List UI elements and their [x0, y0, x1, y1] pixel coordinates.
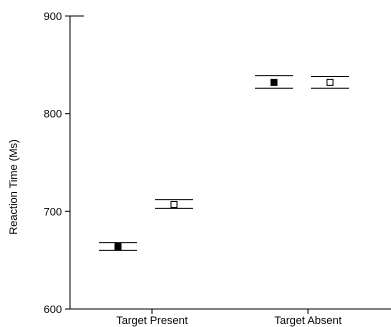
x-tick-label: Target Present [116, 315, 188, 327]
y-tick-label: 600 [44, 304, 62, 316]
data-marks [99, 75, 349, 251]
y-axis-label: Reaction Time (Ms) [8, 139, 20, 234]
data-point [170, 200, 178, 208]
y-tick-label: 800 [44, 109, 62, 121]
y-tick-label: 900 [44, 11, 62, 23]
x-axis: Target Present Target Absent [70, 15, 391, 327]
data-point [326, 78, 334, 86]
data-point [270, 78, 278, 86]
y-tick-label: 700 [44, 206, 62, 218]
x-tick-label: Target Absent [274, 315, 341, 327]
y-axis: 600 700 800 900 [44, 11, 71, 316]
data-point [114, 242, 122, 250]
